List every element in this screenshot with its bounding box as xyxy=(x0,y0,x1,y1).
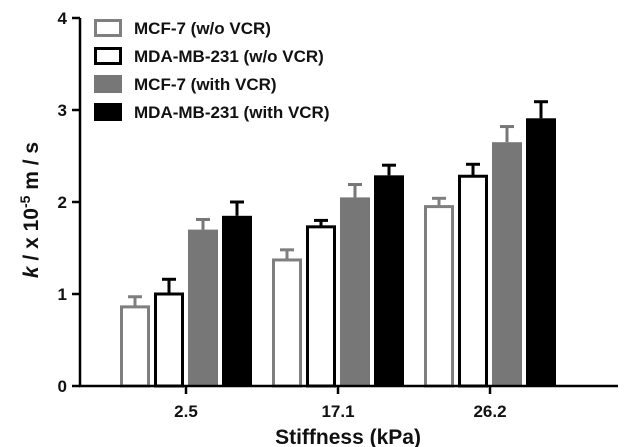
y-tick-label: 1 xyxy=(58,285,67,304)
legend: MCF-7 (w/o VCR) MDA-MB-231 (w/o VCR) MCF-7… xyxy=(94,19,330,122)
y-axis-label-symbol: k xyxy=(20,265,43,278)
legend-label: MCF-7 (with VCR) xyxy=(134,75,277,94)
bar xyxy=(492,142,522,386)
y-axis: 0 1 2 3 4 xyxy=(58,9,82,396)
y-axis-label-unit: m / s xyxy=(20,142,43,196)
x-axis-label: Stiffness (kPa) xyxy=(275,426,421,447)
y-tick-label: 3 xyxy=(58,101,67,120)
bar xyxy=(306,225,336,388)
x-tick-label: 26.2 xyxy=(473,402,506,421)
bar xyxy=(458,174,488,388)
bar xyxy=(154,292,184,388)
x-tick-label: 17.1 xyxy=(321,402,354,421)
y-tick-label: 4 xyxy=(58,9,68,28)
legend-swatch xyxy=(94,75,122,93)
legend-swatch xyxy=(94,47,122,65)
bar xyxy=(222,215,252,386)
bars-layer xyxy=(120,100,556,388)
bar xyxy=(424,205,454,388)
legend-swatch xyxy=(94,19,122,37)
y-axis-label-exponent: -5 xyxy=(17,195,33,208)
y-tick-label: 2 xyxy=(58,193,67,212)
x-axis: 2.5 17.1 26.2 xyxy=(79,384,618,421)
y-axis-label-base: / x 10 xyxy=(20,208,43,266)
legend-label: MCF-7 (w/o VCR) xyxy=(134,19,271,38)
legend-label: MDA-MB-231 (with VCR) xyxy=(134,103,330,122)
bar xyxy=(374,175,404,386)
legend-swatch xyxy=(94,103,122,121)
bar xyxy=(526,118,556,386)
bar xyxy=(272,258,302,388)
x-tick-label: 2.5 xyxy=(174,402,198,421)
legend-label: MDA-MB-231 (w/o VCR) xyxy=(134,47,324,66)
y-axis-label: k / x 10-5 m / s xyxy=(17,142,43,278)
bar xyxy=(340,197,370,386)
bar xyxy=(188,229,218,386)
y-tick-label: 0 xyxy=(58,377,67,396)
bar xyxy=(120,305,150,388)
